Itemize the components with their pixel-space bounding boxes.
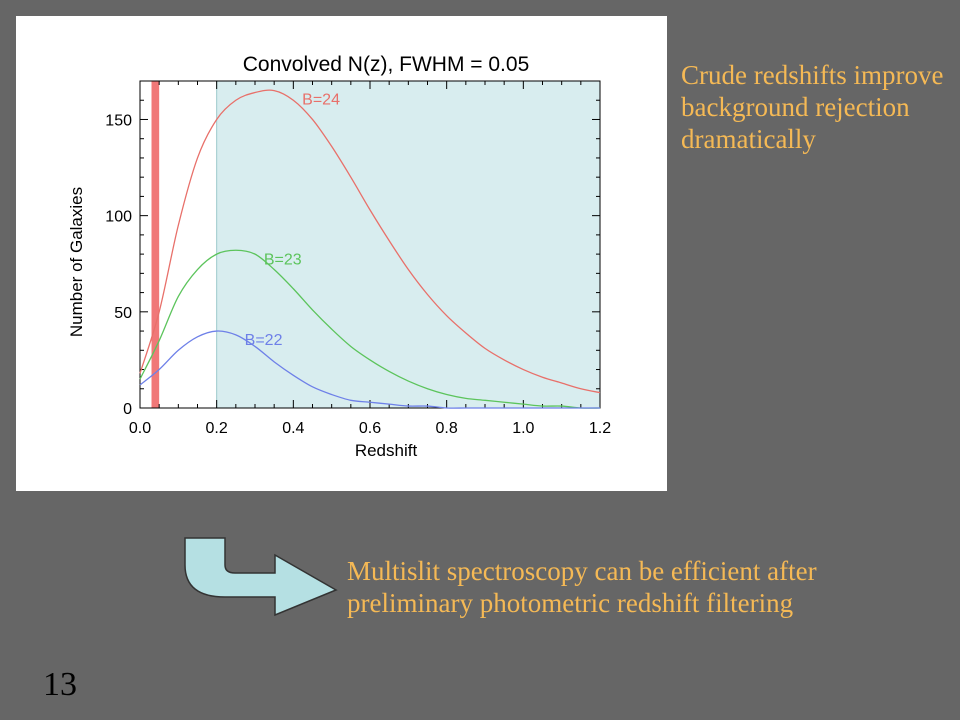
x-tick-label: 0.2 <box>206 420 228 437</box>
y-tick-label: 0 <box>123 401 132 418</box>
x-axis-label: Redshift <box>355 441 418 460</box>
x-tick-label: 0.6 <box>359 420 381 437</box>
x-tick-label: 0.0 <box>129 420 151 437</box>
series-label: B=23 <box>264 251 302 268</box>
y-tick-label: 150 <box>105 112 132 129</box>
x-tick-label: 0.4 <box>282 420 304 437</box>
slide-number: 13 <box>43 666 77 703</box>
x-tick-label: 0.8 <box>436 420 458 437</box>
curved-arrow-shape <box>184 537 338 617</box>
side-note-multislit: Multislit spectroscopy can be efficient … <box>347 556 817 618</box>
series-label: B=22 <box>245 332 283 349</box>
series-line-b-24 <box>139 89 601 394</box>
x-tick-label: 1.2 <box>589 420 611 437</box>
series-line-b-23 <box>139 249 601 409</box>
nz-chart: 0.0 0.2 0.4 0.6 0.8 1.0 1.2 0 50 100 150 B=24 B=23 B… <box>67 53 611 460</box>
series-label: B=24 <box>302 92 340 109</box>
shaded-region <box>216 80 601 409</box>
y-tick-label: 50 <box>114 305 132 322</box>
chart-panel: 0.0 0.2 0.4 0.6 0.8 1.0 1.2 0 50 100 150 B=24 B=23 B… <box>16 16 667 491</box>
chart-title: Convolved N(z), FWHM = 0.05 <box>243 53 530 76</box>
series-line-b-22 <box>139 330 600 409</box>
marker-band <box>151 81 160 408</box>
y-axis-label: Number of Galaxies <box>67 187 86 337</box>
curved-arrow-icon <box>184 537 338 617</box>
x-tick-label: 1.0 <box>512 420 534 437</box>
side-note-background-rejection: Crude redshifts improve background rejec… <box>681 60 944 154</box>
y-tick-label: 100 <box>105 209 132 226</box>
